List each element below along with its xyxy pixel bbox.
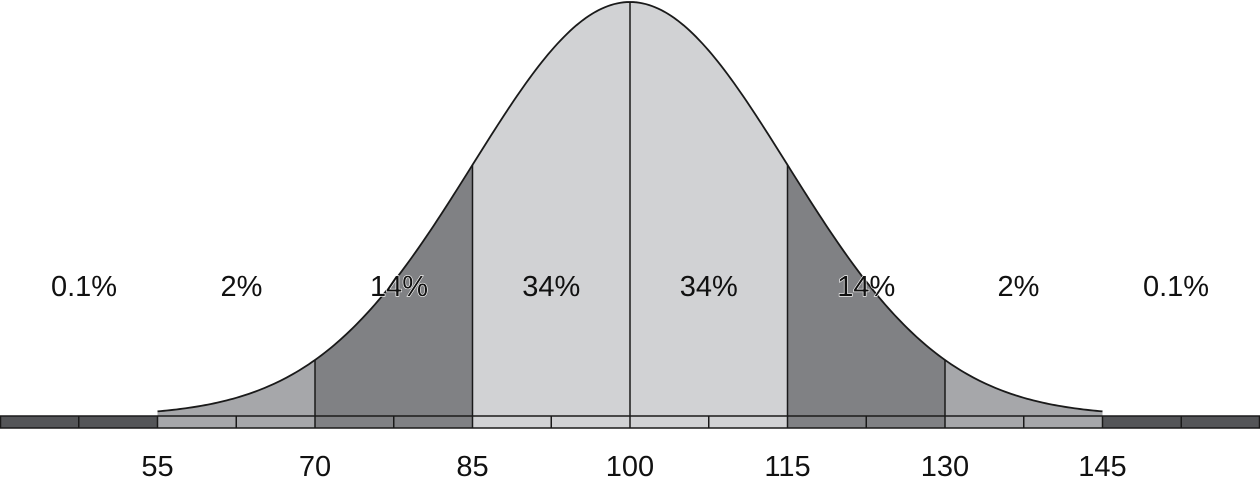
tick-labels-layer: 55 70 85 100 115 130 145 [141,451,1126,480]
percent-label-2: 14% [370,271,428,303]
band-area-6 [945,359,1103,416]
tick-label-130: 130 [921,451,969,480]
ticks-layer [78,416,1182,428]
band-area-3 [472,2,630,416]
tick-label-100: 100 [606,451,654,480]
band-area-1 [157,359,315,416]
percent-label-0: 0.1% [51,271,117,303]
tick-label-70: 70 [299,451,331,480]
percent-label-1: 2% [221,271,263,303]
curve-layer [157,1,1103,413]
tick-label-115: 115 [764,451,810,480]
band-area-4 [630,2,788,416]
percent-label-6: 2% [998,271,1040,303]
percent-label-5: 14% [837,271,895,303]
tick-label-145: 145 [1078,451,1126,480]
tick-label-85: 85 [456,451,488,480]
percent-label-7: 0.1% [1143,271,1209,303]
percent-labels-layer: 0.1% 2% 14% 34% 34% 14% 2% 0.1% [51,270,1209,303]
dividers-layer [314,2,946,416]
bell-curve-line [157,1,1103,413]
tick-label-55: 55 [141,451,173,480]
percent-label-3: 34% [522,271,580,303]
percent-label-4: 34% [680,271,738,303]
